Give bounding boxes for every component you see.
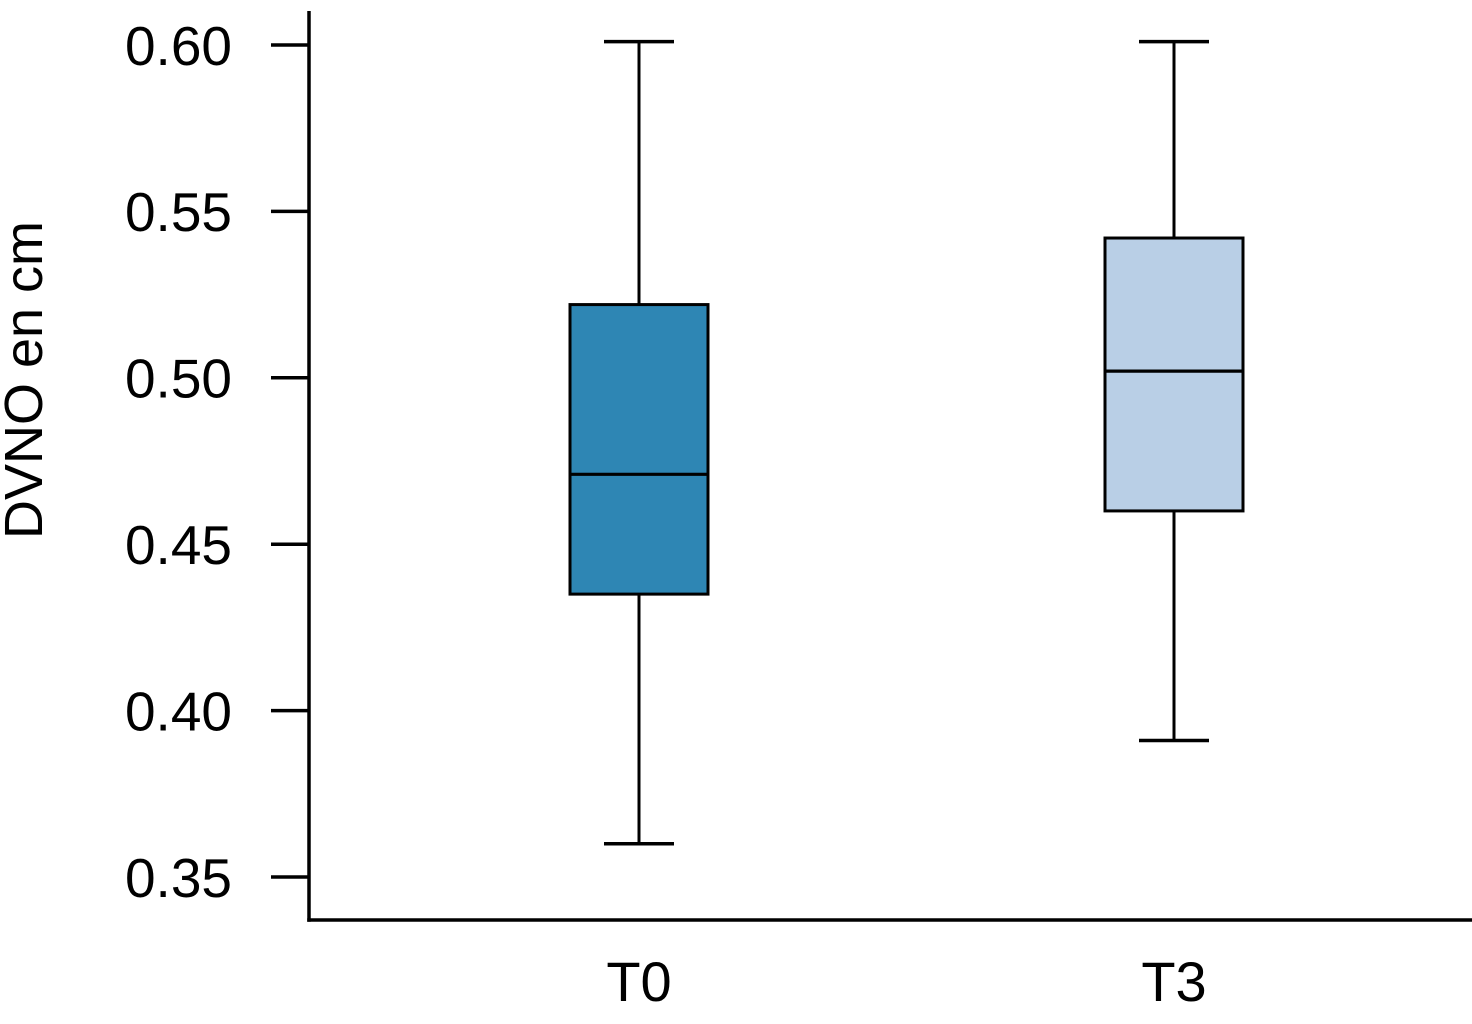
y-axis-title: DVNO en cm [0, 221, 54, 539]
box-T3 [1103, 236, 1245, 513]
y-tick-label: 0.35 [125, 847, 232, 909]
y-tick-label: 0.55 [125, 181, 232, 243]
y-tick-label: 0.50 [125, 348, 232, 410]
x-category-label-T0: T0 [606, 950, 671, 1013]
y-tick-label: 0.45 [125, 514, 232, 576]
x-category-label-T3: T3 [1141, 950, 1206, 1013]
y-tick-label: 0.40 [125, 680, 232, 742]
y-tick-label: 0.60 [125, 15, 232, 77]
box-T0 [568, 303, 710, 596]
